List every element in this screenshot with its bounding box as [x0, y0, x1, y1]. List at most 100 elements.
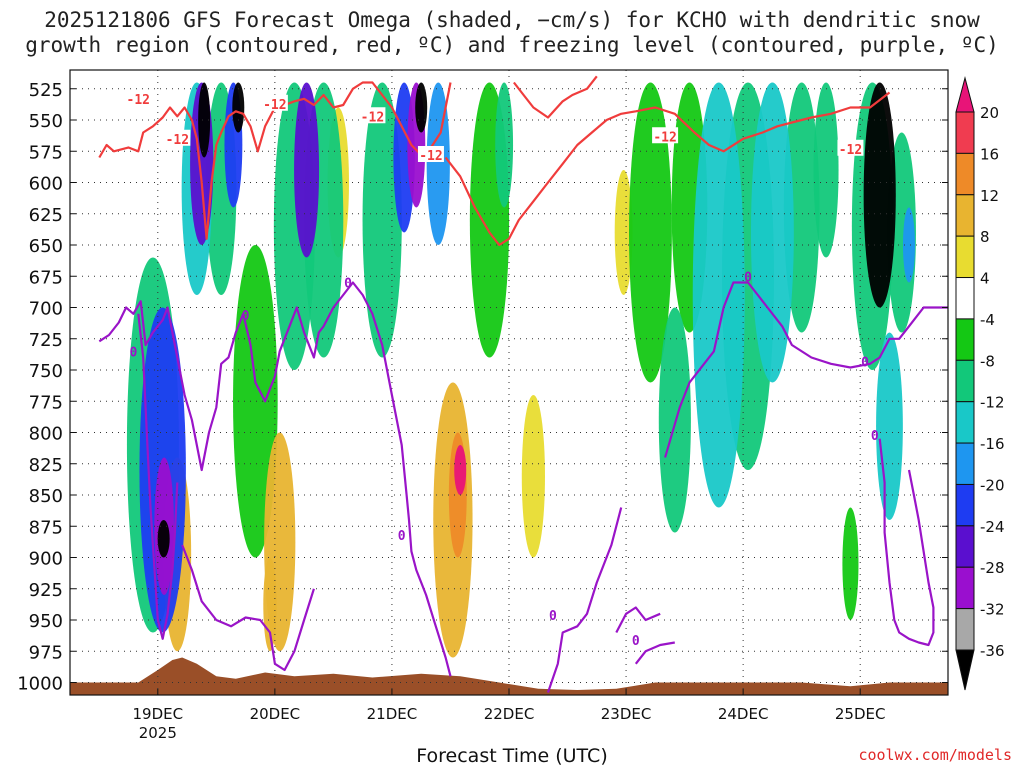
dgz-label-bg	[652, 127, 679, 144]
y-tick-label: 775	[29, 392, 63, 413]
colorbar-label: -24	[980, 518, 1005, 536]
freezing-level-line	[634, 641, 675, 665]
colorbar-label: -28	[980, 559, 1005, 577]
freezing-level-line	[664, 281, 948, 458]
dgz-contour-label: -12	[419, 149, 442, 164]
omega-region	[692, 82, 745, 508]
y-tick-label: 800	[29, 424, 63, 445]
freezing-level-label: 0	[744, 270, 752, 285]
colorbar-segment	[955, 401, 975, 444]
omega-region	[415, 82, 428, 133]
dgz-label-bg	[837, 139, 864, 156]
dgz-contour-label: -12	[166, 133, 189, 148]
colorbar-segment	[955, 277, 975, 320]
chart-title-line-1: 2025121806 GFS Forecast Omega (shaded, −…	[44, 8, 980, 32]
y-tick-label: 875	[29, 517, 63, 538]
x-tick-label: 24DEC	[718, 705, 769, 723]
dgz-contour-label: -12	[839, 143, 862, 158]
y-tick-label: 625	[29, 205, 63, 226]
y-tick-label: 975	[29, 642, 63, 663]
freezing-level-line	[137, 313, 179, 640]
omega-region	[232, 82, 245, 133]
colorbar-segment	[955, 318, 975, 361]
omega-region	[863, 82, 896, 308]
dgz-contour-label: -12	[263, 98, 286, 113]
y-tick-label: 825	[29, 455, 63, 476]
colorbar-label: -16	[980, 435, 1005, 453]
omega-region	[521, 395, 545, 558]
dgz-contour-label: -12	[127, 93, 150, 108]
x-tick-label: 20DEC	[250, 705, 301, 723]
freezing-level-label: 0	[549, 609, 557, 624]
terrain-fill	[70, 657, 948, 695]
freezing-level-label: 0	[344, 277, 352, 292]
omega-region	[876, 332, 903, 520]
omega-region	[842, 507, 859, 620]
omega-region	[454, 445, 467, 495]
dgz-contour-line	[513, 75, 598, 119]
colorbar-segment	[955, 483, 975, 527]
y-tick-label: 550	[29, 111, 63, 132]
colorbar-label: -20	[980, 476, 1005, 494]
source-credit: coolwx.com/models	[858, 746, 1012, 764]
y-tick-label: 525	[29, 80, 63, 101]
colorbar-label: -12	[980, 394, 1005, 412]
omega-region	[813, 82, 839, 258]
colorbar-segment	[955, 566, 975, 610]
freezing-level-label: 0	[632, 634, 640, 649]
colorbar-segment	[955, 152, 975, 196]
colorbar-label: 8	[980, 228, 990, 246]
dgz-label-bg	[164, 129, 191, 146]
freezing-level-label: 0	[242, 309, 250, 324]
omega-region	[495, 82, 514, 208]
freezing-level-line	[181, 544, 315, 672]
y-tick-label: 725	[29, 330, 63, 351]
x-tick-label: 23DEC	[601, 705, 652, 723]
omega-region	[362, 82, 402, 358]
colorbar-label: 16	[980, 145, 999, 163]
chart-title-line-2: growth region (contoured, red, ºC) and f…	[25, 33, 999, 57]
freezing-level-line	[615, 606, 661, 634]
dgz-contour-line	[444, 91, 891, 247]
x-tick-sublabel: 2025	[139, 724, 177, 742]
y-tick-label: 925	[29, 580, 63, 601]
freezing-level-line	[546, 507, 623, 693]
freezing-level-line	[878, 438, 935, 647]
colorbar-segment	[955, 525, 975, 568]
y-tick-label: 1000	[17, 674, 63, 695]
colorbar-segment	[955, 235, 975, 279]
omega-region	[629, 82, 672, 383]
colorbar-label: -8	[980, 352, 995, 370]
colorbar-label: 12	[980, 187, 999, 205]
colorbar-segment	[955, 359, 975, 403]
dgz-contour-label: -12	[361, 110, 384, 125]
freezing-level-label: 0	[871, 429, 879, 444]
omega-region	[750, 82, 794, 383]
colorbar-bottom-extension	[955, 649, 975, 691]
y-tick-label: 900	[29, 549, 63, 570]
dgz-label-bg	[417, 146, 444, 162]
freezing-level-label: 0	[398, 529, 406, 544]
y-tick-label: 575	[29, 142, 63, 163]
omega-region	[198, 82, 211, 158]
colorbar-segment	[955, 608, 975, 651]
y-tick-label: 750	[29, 361, 63, 382]
colorbar-label: 4	[980, 270, 990, 288]
dgz-contour-line	[98, 81, 452, 240]
freezing-level-label: 0	[861, 355, 869, 370]
omega-region	[426, 82, 450, 245]
omega-region	[233, 245, 278, 558]
dgz-contour-label: -12	[653, 130, 676, 145]
omega-region	[658, 307, 691, 533]
freezing-level-line	[98, 281, 452, 677]
colorbar-label: -36	[980, 642, 1005, 660]
colorbar-label: -32	[980, 601, 1005, 619]
omega-region	[902, 207, 915, 283]
x-axis-label: Forecast Time (UTC)	[416, 745, 608, 767]
colorbar-segment	[955, 442, 975, 485]
dgz-label-bg	[261, 94, 288, 111]
x-tick-label: 19DEC	[133, 705, 184, 723]
dgz-label-bg	[125, 89, 152, 106]
y-tick-label: 650	[29, 236, 63, 257]
